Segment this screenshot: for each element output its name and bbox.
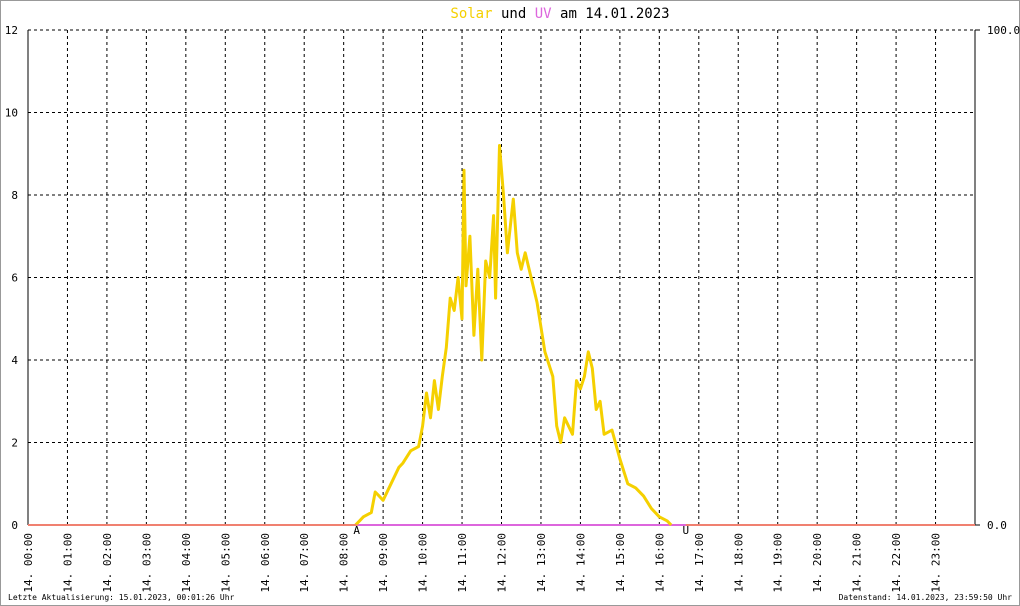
series-line [354,144,673,527]
x-tick-label: 14. 06:00 [259,533,272,593]
title-solar: Solar [450,6,492,22]
x-tick-label: 14. 11:00 [456,533,469,593]
footer-left: Letzte Aktualisierung: 15.01.2023, 00:01… [8,593,235,602]
x-tick-label: 14. 19:00 [772,533,785,593]
x-tick-label: 14. 21:00 [851,533,864,593]
y2-tick-label: 0.0 [987,519,1007,532]
y-tick-label: 6 [11,272,18,285]
x-tick-label: 14. 00:00 [22,533,35,593]
x-tick-label: 14. 07:00 [298,533,311,593]
x-tick-label: 14. 01:00 [61,533,74,593]
x-tick-label: 14. 04:00 [180,533,193,593]
title-date: am 14.01.2023 [560,6,670,22]
x-tick-label: 14. 20:00 [811,533,824,593]
y-tick-label: 4 [11,354,18,367]
x-tick-label: 14. 22:00 [890,533,903,593]
x-tick-label: 14. 12:00 [496,533,509,593]
x-tick-label: 14. 18:00 [732,533,745,593]
footer-right: Datenstand: 14.01.2023, 23:59:50 Uhr [839,593,1013,602]
x-tick-label: 14. 09:00 [377,533,390,593]
x-tick-label: 14. 10:00 [417,533,430,593]
y-tick-label: 8 [11,189,18,202]
chart-title: Solar und UV am 14.01.2023 [450,6,669,22]
y-tick-label: 0 [11,519,18,532]
annotation: A [353,524,360,537]
x-tick-label: 14. 16:00 [653,533,666,593]
title-uv: UV [535,6,552,22]
x-tick-label: 14. 14:00 [574,533,587,593]
x-tick-label: 14. 13:00 [535,533,548,593]
x-tick-label: 14. 03:00 [140,533,153,593]
y-tick-label: 12 [5,24,18,37]
x-tick-label: 14. 05:00 [219,533,232,593]
annotation: U [682,524,689,537]
y-tick-label: 10 [5,107,18,120]
y2-tick-label: 100.0 [987,24,1020,37]
y-tick-label: 2 [11,437,18,450]
x-tick-label: 14. 17:00 [693,533,706,593]
x-tick-label: 14. 15:00 [614,533,627,593]
title-und: und [501,6,526,22]
x-tick-label: 14. 02:00 [101,533,114,593]
x-tick-label: 14. 08:00 [338,533,351,593]
x-tick-label: 14. 23:00 [930,533,943,593]
